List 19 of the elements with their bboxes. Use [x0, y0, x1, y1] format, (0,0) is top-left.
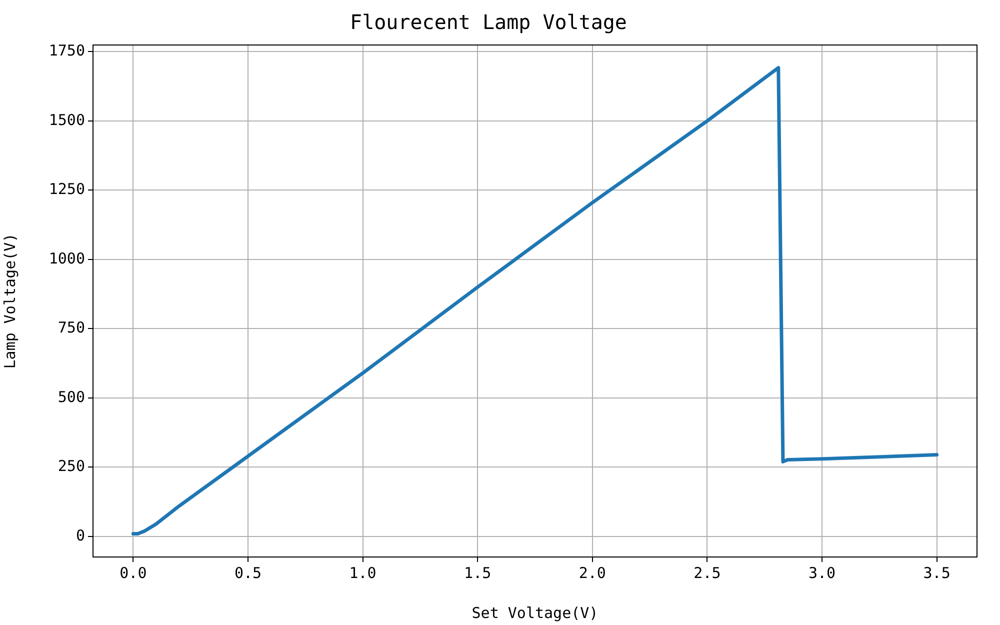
- x-tick-label: 2.5: [694, 564, 721, 582]
- y-tick-label: 1750: [48, 42, 85, 60]
- y-tick-label: 500: [58, 388, 85, 406]
- y-tick-label: 250: [58, 457, 85, 476]
- y-tick-label: 750: [58, 318, 85, 337]
- y-tick-label: 0: [76, 526, 85, 544]
- x-tick-label: 1.5: [464, 564, 492, 582]
- chart-title: Flourecent Lamp Voltage: [350, 10, 627, 34]
- y-tick-label: 1250: [48, 180, 85, 198]
- x-tick-label: 0.5: [234, 564, 262, 582]
- x-axis-title: Set Voltage(V): [472, 604, 598, 622]
- y-tick-label: 1000: [48, 249, 85, 268]
- x-tick-label: 2.0: [578, 564, 606, 582]
- y-tick-label: 1500: [48, 110, 85, 129]
- x-tick-label: 0.0: [120, 564, 147, 582]
- x-tick-label: 3.0: [808, 564, 836, 582]
- x-tick-label: 3.5: [923, 564, 950, 582]
- y-axis-title: Lamp Voltage(V): [0, 233, 19, 369]
- x-tick-label: 1.0: [349, 564, 376, 582]
